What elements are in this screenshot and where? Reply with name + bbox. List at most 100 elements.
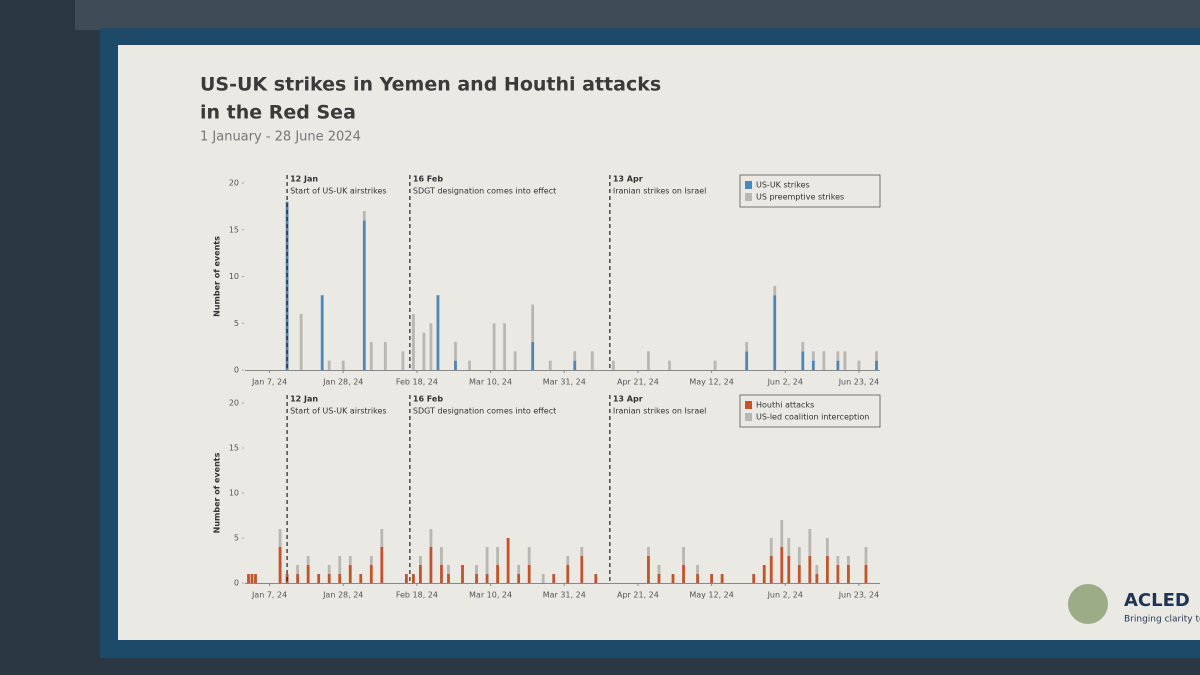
bar [338,556,342,574]
bar [682,565,685,583]
bar [369,556,373,565]
bar [517,574,521,583]
x-tick-label: May 12, 24 [689,378,734,387]
x-tick-label: Mar 31, 24 [543,591,586,600]
x-tick-label: Jan 28, 24 [322,378,363,387]
bar [401,351,405,370]
bar [447,565,450,574]
bar [573,351,577,361]
x-tick-label: Feb 18, 24 [396,378,438,387]
x-tick-label: Apr 21, 24 [617,378,659,387]
title: US-UK strikes in Yemen and Houthi attack… [200,74,661,96]
logo: ACLED Bringing clarity to c [1068,584,1200,625]
bar [797,547,801,565]
bar [338,574,342,583]
logo-name: ACLED [1124,590,1190,611]
event-date: 16 Feb [413,395,443,404]
bar [411,313,415,370]
bar [573,360,577,370]
bar [801,351,805,370]
bar [383,341,387,370]
logo-mark [1068,584,1108,624]
title: in the Red Sea [200,102,356,124]
y-tick-label: 10 [229,489,239,498]
bar [447,574,450,583]
bar [517,565,521,574]
bar [647,351,650,370]
bar [580,547,584,556]
bar [822,351,826,370]
bar [580,556,584,583]
event-date: 16 Feb [413,175,443,184]
legend-label: US-UK strikes [756,181,810,190]
bar [875,360,878,370]
y-axis-label: Number of events [213,452,222,533]
x-tick-label: Jun 2, 24 [767,378,803,387]
event-date: 13 Apr [613,175,643,184]
bar [773,295,777,370]
bezel-top [75,0,1200,30]
bar [780,520,784,547]
bar [527,565,531,583]
event-text: SDGT designation comes into effect [413,187,556,196]
y-tick-label: 15 [229,444,239,453]
bar [787,538,791,556]
bar [306,565,310,583]
bar [594,574,598,583]
legend-swatch [745,401,752,409]
bar [825,538,829,556]
y-axis-label: Number of events [213,236,222,317]
bar [769,538,773,556]
bar [864,547,868,565]
bar [611,360,615,370]
bar [461,565,464,583]
bar [857,360,861,370]
y-tick-label: 0 [234,366,239,375]
legend-label: Houthi attacks [756,401,814,410]
bar [278,529,282,547]
event-date: 12 Jan [290,395,318,404]
bar [285,201,289,370]
bar [429,323,433,370]
x-tick-label: Mar 10, 24 [469,591,512,600]
bar [811,351,815,361]
y-tick-label: 20 [229,179,239,188]
legend-swatch [745,181,752,189]
bar [485,547,489,574]
bar [296,565,300,574]
x-tick-label: Jun 23, 24 [838,378,880,387]
bar [713,360,717,370]
y-tick-label: 0 [234,579,239,588]
bar [380,529,384,547]
bar [815,574,819,583]
bar [527,547,531,565]
bar [320,295,324,370]
bar [411,574,415,583]
slide [118,45,1200,640]
bar [369,565,373,583]
bar [496,547,499,565]
bar [696,565,699,574]
bar [485,574,489,583]
bar [548,360,552,370]
bar [496,565,499,583]
bar [541,574,545,583]
bar [647,547,650,556]
bar [797,565,801,583]
bar [359,574,363,583]
bar [531,304,535,342]
bar [836,360,840,370]
legend-swatch [745,413,752,421]
bar [327,360,331,370]
y-tick-label: 20 [229,399,239,408]
bar [682,547,685,565]
bar [811,360,815,370]
legend-label: US-led coalition interception [756,413,869,422]
bar [847,556,850,565]
bar [836,556,840,565]
bar [436,295,440,370]
y-tick-label: 10 [229,272,239,281]
bar [769,556,773,583]
bar [815,565,819,574]
bar [566,556,570,565]
